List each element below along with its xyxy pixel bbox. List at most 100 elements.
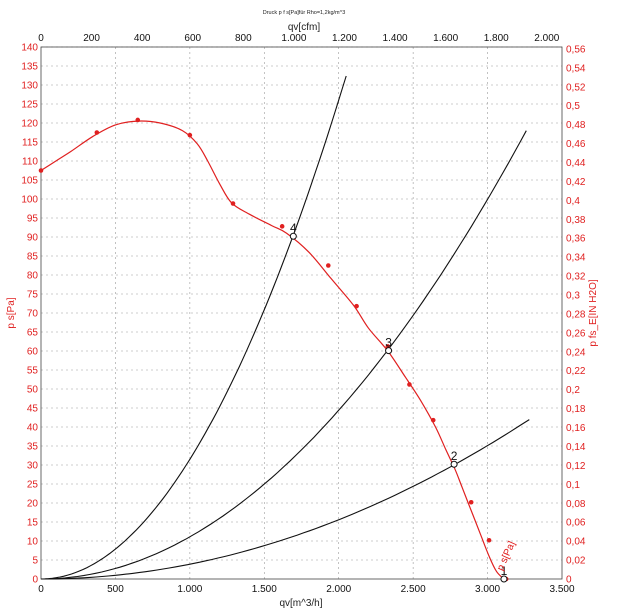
fan-curve-marker xyxy=(94,130,100,135)
system-curve-4 xyxy=(40,75,347,580)
y-tick-label: 90 xyxy=(27,233,39,244)
fan-curve-marker xyxy=(279,224,285,229)
right-y-tick-label: 0,24 xyxy=(566,347,586,358)
right-y-tick-label: 0,56 xyxy=(566,44,586,55)
y-tick-label: 65 xyxy=(27,328,39,339)
top-x-tick-label: 600 xyxy=(184,33,201,44)
x-tick-label: 3.000 xyxy=(475,584,500,595)
y-tick-label: 120 xyxy=(21,119,38,130)
top-x-tick-label: 1.400 xyxy=(383,33,408,44)
y-tick-label: 85 xyxy=(27,252,39,263)
right-y-tick-label: 0,4 xyxy=(566,196,580,207)
right-y-tick-label: 0,3 xyxy=(566,291,580,302)
y-tick-label: 95 xyxy=(27,214,39,225)
right-y-tick-label: 0,2 xyxy=(566,385,580,396)
y-tick-label: 15 xyxy=(27,518,39,529)
top-x-tick-label: 200 xyxy=(83,33,100,44)
right-y-tick-label: 0,12 xyxy=(566,461,586,472)
operating-points: 4 3 2 1p s[Pa] xyxy=(289,221,518,583)
grid xyxy=(41,46,562,579)
series xyxy=(38,75,530,582)
operating-point-label-2: 2 xyxy=(451,449,458,463)
y-tick-label: 20 xyxy=(27,499,39,510)
y-axis-label: p s[Pa] xyxy=(6,297,17,328)
right-y-tick-label: 0,38 xyxy=(566,215,586,226)
right-y-tick-label: 0 xyxy=(566,575,572,586)
right-y-tick-label: 0,46 xyxy=(566,139,586,150)
y-tick-label: 140 xyxy=(21,43,38,54)
operating-point-2 xyxy=(450,460,458,468)
fan-curve-marker xyxy=(407,382,412,387)
y-tick-label: 30 xyxy=(27,461,39,472)
plot-frame xyxy=(40,46,563,580)
y-tick-label: 110 xyxy=(22,157,38,168)
y-tick-label: 0 xyxy=(32,575,38,586)
right-y-tick-label: 0,54 xyxy=(566,63,586,74)
y-tick-label: 125 xyxy=(21,100,38,111)
top-x-tick-label: 400 xyxy=(134,33,151,44)
y-tick-label: 25 xyxy=(27,480,39,491)
operating-point-label-3: 3 xyxy=(385,336,392,350)
chart-title: Druck p f s[Pa]für Rho=1,2kg/m^3 xyxy=(263,10,346,16)
top-x-tick-label: 1.600 xyxy=(433,33,458,44)
fan-curve-label: p s[Pa] xyxy=(495,540,518,573)
fan-curve-marker xyxy=(325,263,331,268)
y-tick-label: 55 xyxy=(27,366,39,377)
top-x-tick-label: 0 xyxy=(38,33,44,44)
fan-curve-marker xyxy=(135,117,141,123)
x-tick-label: 1.000 xyxy=(177,584,202,595)
top-x-axis-label: qv[cfm] xyxy=(288,22,320,33)
operating-point-label-1: 1 xyxy=(501,564,508,578)
y-tick-label: 75 xyxy=(27,290,39,301)
right-y-tick-label: 0,02 xyxy=(566,556,586,567)
right-y-tick-label: 0,22 xyxy=(566,366,586,377)
x-axis-label: qv[m^3/h] xyxy=(279,598,322,609)
fan-curve-marker xyxy=(430,417,436,423)
x-tick-label: 3.500 xyxy=(549,584,574,595)
y-tick-label: 80 xyxy=(27,271,39,282)
y-tick-label: 105 xyxy=(21,176,38,187)
y-tick-label: 50 xyxy=(27,385,39,396)
fan-curve-marker xyxy=(230,201,236,206)
top-x-tick-label: 1.000 xyxy=(281,33,306,44)
operating-point-label-4: 4 xyxy=(290,221,297,235)
fan-curve xyxy=(40,120,505,580)
x-tick-label: 0 xyxy=(38,584,44,595)
operating-point-3 xyxy=(385,347,393,355)
right-y-tick-label: 0,34 xyxy=(566,253,586,264)
right-y-tick-label: 0,28 xyxy=(566,309,586,320)
fan-curve-marker xyxy=(468,499,474,505)
right-y-tick-label: 0,52 xyxy=(566,82,586,93)
right-y-tick-label: 0,36 xyxy=(566,234,586,245)
right-y-axis-label: p fs_E[IN H2O] xyxy=(588,279,599,346)
y-tick-label: 115 xyxy=(22,138,38,149)
right-y-tick-label: 0,5 xyxy=(566,101,580,112)
right-y-tick-label: 0,26 xyxy=(566,328,586,339)
y-tick-label: 130 xyxy=(21,81,38,92)
operating-point-1 xyxy=(500,575,508,583)
y-tick-label: 10 xyxy=(27,537,39,548)
y-tick-label: 40 xyxy=(27,423,39,434)
right-y-tick-label: 0,44 xyxy=(566,158,586,169)
axes xyxy=(40,46,563,580)
right-y-tick-label: 0,04 xyxy=(566,537,586,548)
x-tick-label: 1.500 xyxy=(252,584,277,595)
top-x-tick-label: 1.800 xyxy=(484,33,509,44)
right-y-tick-label: 0,08 xyxy=(566,499,586,510)
right-y-tick-label: 0,16 xyxy=(566,423,586,434)
system-curve-3 xyxy=(40,130,527,580)
right-y-tick-label: 0,14 xyxy=(566,442,586,453)
x-tick-label: 2.000 xyxy=(326,584,351,595)
fan-curve-marker xyxy=(354,303,359,309)
fan-curve-marker xyxy=(486,537,492,543)
y-tick-label: 35 xyxy=(27,442,39,453)
y-tick-label: 60 xyxy=(27,347,39,358)
y-tick-label: 100 xyxy=(21,195,38,206)
right-y-tick-label: 0,48 xyxy=(566,120,586,131)
x-tick-label: 500 xyxy=(107,584,124,595)
top-x-tick-label: 800 xyxy=(235,33,252,44)
right-y-tick-label: 0,18 xyxy=(566,404,586,415)
fan-curve-marker xyxy=(187,132,193,138)
